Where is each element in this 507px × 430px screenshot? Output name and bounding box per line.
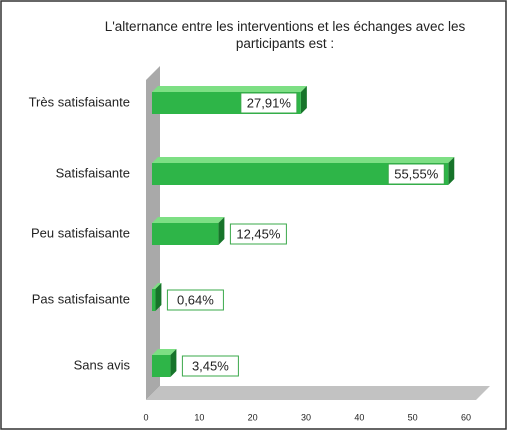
y-tick-label: Sans avis bbox=[74, 357, 131, 372]
x-tick-label: 30 bbox=[301, 412, 311, 422]
bar bbox=[152, 289, 156, 311]
value-label-box bbox=[181, 355, 239, 377]
value-label: 12,45% bbox=[236, 226, 281, 241]
floor bbox=[146, 386, 490, 400]
bar-top bbox=[152, 157, 455, 163]
y-tick-label: Pas satisfaisante bbox=[32, 291, 130, 306]
value-label: 55,55% bbox=[394, 166, 439, 181]
x-tick-label: 40 bbox=[354, 412, 364, 422]
bar-side bbox=[218, 217, 225, 245]
value-label: 0,64% bbox=[177, 292, 214, 307]
value-label-box bbox=[387, 163, 445, 185]
bar bbox=[152, 223, 219, 245]
chart-title: L'alternance entre les interventions et … bbox=[104, 19, 466, 51]
bar-top bbox=[152, 349, 177, 355]
bar-top bbox=[152, 86, 307, 92]
bar-side bbox=[448, 157, 455, 185]
bar bbox=[152, 163, 449, 185]
x-tick-label: 10 bbox=[194, 412, 204, 422]
y-tick-label: Peu satisfaisante bbox=[31, 225, 130, 240]
bar-top bbox=[152, 217, 225, 223]
value-label-box bbox=[166, 289, 224, 311]
value-label-box bbox=[240, 92, 298, 114]
bar-side bbox=[300, 86, 307, 114]
bar bbox=[152, 355, 171, 377]
bar-top bbox=[152, 283, 162, 289]
x-tick-label: 0 bbox=[143, 412, 148, 422]
bar-side bbox=[155, 283, 162, 311]
value-label-box bbox=[229, 223, 287, 245]
value-label: 27,91% bbox=[247, 95, 292, 110]
x-tick-label: 60 bbox=[461, 412, 471, 422]
value-label: 3,45% bbox=[192, 358, 229, 373]
y-tick-label: Satisfaisante bbox=[56, 165, 130, 180]
x-tick-label: 50 bbox=[408, 412, 418, 422]
y-tick-label: Très satisfaisante bbox=[29, 94, 130, 109]
bar-side bbox=[170, 349, 177, 377]
x-tick-label: 20 bbox=[248, 412, 258, 422]
